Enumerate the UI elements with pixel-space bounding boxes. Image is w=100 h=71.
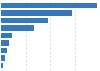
Bar [1, 3, 97, 8]
Bar [1, 48, 7, 53]
Bar [1, 55, 5, 61]
Bar [1, 18, 48, 23]
Bar [1, 63, 3, 68]
Bar [1, 33, 12, 38]
Bar [1, 10, 72, 16]
Bar [1, 25, 34, 31]
Bar [1, 40, 9, 46]
